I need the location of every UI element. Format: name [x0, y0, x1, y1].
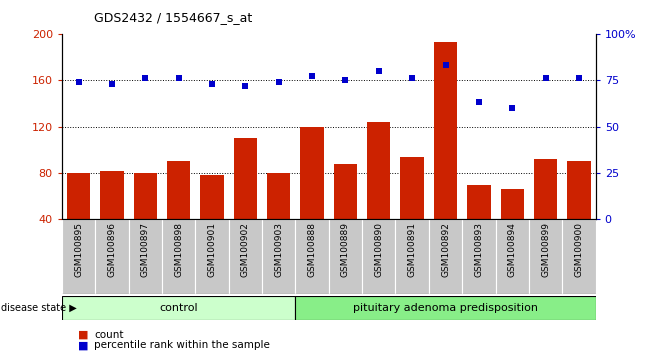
Text: pituitary adenoma predisposition: pituitary adenoma predisposition	[353, 303, 538, 313]
Bar	[467, 185, 491, 219]
Text: GSM100900: GSM100900	[574, 222, 583, 277]
Point	[74, 79, 84, 85]
Bar	[162, 219, 195, 294]
Text: GSM100895: GSM100895	[74, 222, 83, 277]
Bar	[201, 175, 224, 219]
Point	[240, 83, 251, 88]
Text: GSM100901: GSM100901	[208, 222, 217, 277]
Point	[474, 99, 484, 105]
Bar	[367, 122, 391, 219]
Bar	[100, 171, 124, 219]
Bar	[62, 296, 296, 320]
Point	[307, 74, 317, 79]
Bar	[567, 161, 590, 219]
Text: GSM100892: GSM100892	[441, 222, 450, 276]
Bar	[396, 219, 429, 294]
Bar	[495, 219, 529, 294]
Bar	[562, 219, 596, 294]
Bar	[300, 126, 324, 219]
Text: GSM100894: GSM100894	[508, 222, 517, 276]
Bar	[296, 219, 329, 294]
Bar	[400, 157, 424, 219]
Point	[374, 68, 384, 74]
Bar	[329, 219, 362, 294]
Bar	[67, 173, 90, 219]
Bar	[62, 219, 95, 294]
Text: GSM100891: GSM100891	[408, 222, 417, 277]
Text: GSM100888: GSM100888	[307, 222, 316, 277]
Bar	[501, 189, 524, 219]
Point	[140, 75, 150, 81]
Point	[340, 77, 351, 83]
Bar	[267, 173, 290, 219]
Text: percentile rank within the sample: percentile rank within the sample	[94, 340, 270, 350]
Bar	[262, 219, 296, 294]
Bar	[133, 173, 157, 219]
Bar	[128, 219, 162, 294]
Text: GSM100897: GSM100897	[141, 222, 150, 277]
Text: GSM100893: GSM100893	[475, 222, 484, 277]
Text: GSM100902: GSM100902	[241, 222, 250, 276]
Text: GSM100899: GSM100899	[541, 222, 550, 277]
Text: GSM100889: GSM100889	[341, 222, 350, 277]
Text: control: control	[159, 303, 198, 313]
Point	[507, 105, 518, 111]
Bar	[462, 219, 495, 294]
Bar	[529, 219, 562, 294]
Text: disease state ▶: disease state ▶	[1, 303, 77, 313]
Point	[407, 75, 417, 81]
Text: count: count	[94, 330, 124, 339]
Bar	[229, 219, 262, 294]
Bar	[95, 219, 129, 294]
Text: ■: ■	[78, 340, 89, 350]
Bar	[362, 219, 396, 294]
Point	[207, 81, 217, 87]
Point	[540, 75, 551, 81]
Point	[107, 81, 117, 87]
Text: GSM100903: GSM100903	[274, 222, 283, 277]
Point	[273, 79, 284, 85]
Point	[173, 75, 184, 81]
Bar	[334, 164, 357, 219]
Text: GDS2432 / 1554667_s_at: GDS2432 / 1554667_s_at	[94, 11, 253, 24]
Bar	[167, 161, 190, 219]
Bar	[434, 42, 457, 219]
Point	[440, 62, 450, 68]
Text: GSM100898: GSM100898	[174, 222, 183, 277]
Bar	[296, 296, 596, 320]
Text: GSM100890: GSM100890	[374, 222, 383, 277]
Text: GSM100896: GSM100896	[107, 222, 117, 277]
Text: ■: ■	[78, 330, 89, 339]
Bar	[429, 219, 462, 294]
Bar	[534, 159, 557, 219]
Bar	[195, 219, 229, 294]
Bar	[234, 138, 257, 219]
Point	[574, 75, 584, 81]
